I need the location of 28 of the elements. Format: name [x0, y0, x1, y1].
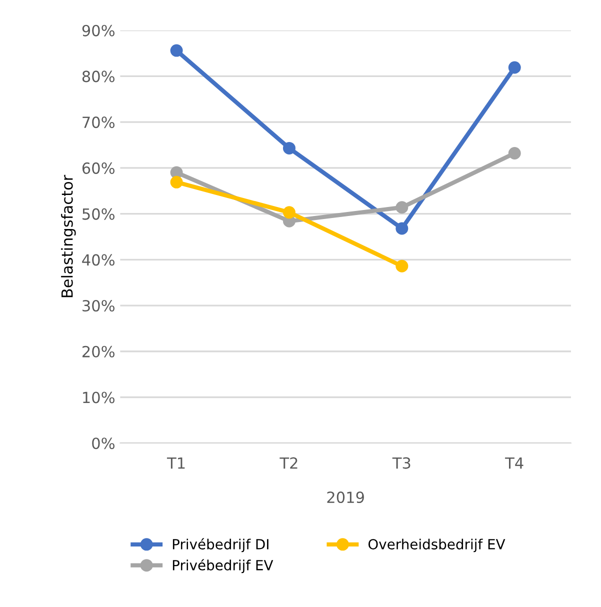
y-tick-label: 60%: [82, 162, 114, 174]
point: [170, 176, 183, 188]
y-tick-label: 40%: [82, 254, 114, 266]
y-tick-label: 70%: [82, 116, 114, 128]
point: [396, 201, 408, 214]
y-tick-label: 20%: [82, 346, 114, 358]
point: [396, 222, 408, 235]
y-tick-label: 0%: [92, 438, 114, 450]
y-tick-label: 50%: [82, 208, 114, 220]
point: [170, 44, 183, 57]
legend-label: Overheidsbedrijf EV: [368, 538, 506, 552]
y-axis-title: Belastingsfactor: [61, 174, 76, 298]
x-tick-label: T2: [280, 457, 298, 469]
point: [508, 147, 521, 160]
y-tick-label: 30%: [82, 300, 114, 312]
x-tick-label: T1: [166, 457, 185, 469]
x-axis-title: 2019: [327, 492, 364, 504]
point: [282, 142, 296, 154]
y-tick-label: 80%: [82, 70, 114, 82]
point: [396, 260, 408, 272]
point: [508, 61, 521, 74]
legend-label: Privébedrijf DI: [172, 538, 268, 552]
point: [282, 206, 296, 219]
y-tick-label: 10%: [83, 392, 114, 404]
legend-label: Privébedrijf EV: [172, 559, 274, 574]
x-tick-label: T3: [392, 457, 410, 469]
x-tick-label: T4: [505, 457, 524, 469]
y-tick-label: 90%: [82, 24, 114, 36]
